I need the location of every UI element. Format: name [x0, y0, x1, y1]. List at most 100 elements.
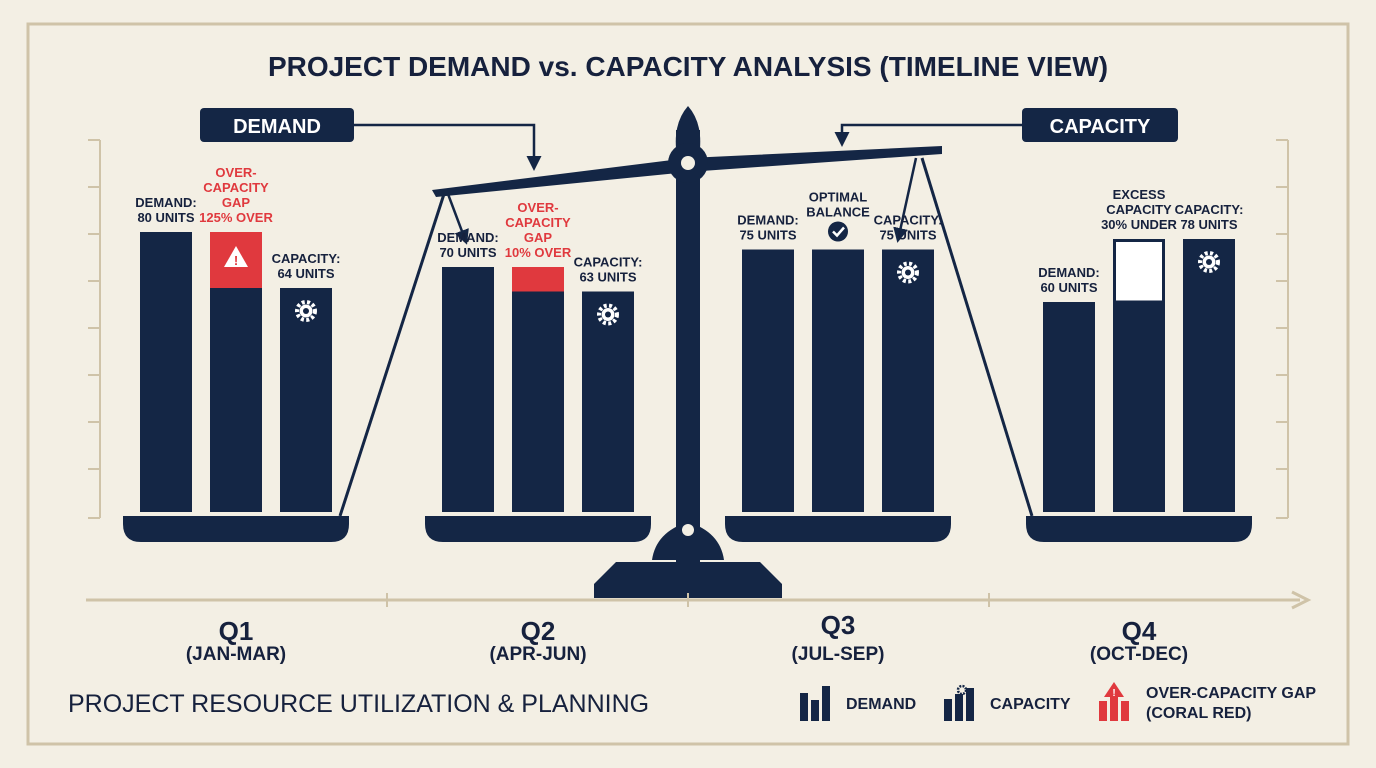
quarter-q2: DEMAND:70 UNITS CAPACITY:63 UNITS OVER-CAP…: [425, 200, 651, 665]
capacity-label: CAPACITY:: [272, 251, 341, 266]
svg-text:!: !: [1112, 688, 1115, 699]
quarter-range: (JAN-MAR): [186, 644, 286, 665]
scale-base-upper: [652, 522, 724, 560]
gap-label: 125% OVER: [199, 210, 273, 225]
over-capacity-gap-bar: [512, 267, 564, 292]
tag-demand: [200, 108, 354, 142]
scale-pan: [425, 516, 651, 542]
tag-capacity-arrow: [834, 123, 1022, 147]
warning-icon-glyph: !: [234, 253, 238, 268]
gap-label: GAP: [222, 195, 251, 210]
demand-label: 60 UNITS: [1040, 280, 1097, 295]
capacity-label: 75 UNITS: [879, 228, 936, 243]
gap-label: BALANCE: [806, 205, 870, 220]
pan-arrow-left: [446, 193, 469, 245]
demand-label: 80 UNITS: [137, 210, 194, 225]
capacity-bar: [280, 288, 332, 512]
legend: DEMAND CAPACITY ! OVER-CAPACITY GAP (COR…: [800, 682, 1316, 722]
tag-capacity: [1022, 108, 1178, 142]
scale-string-left: [338, 193, 446, 517]
scale-pan: [1026, 516, 1252, 542]
scale-finial: [675, 106, 701, 148]
demand-bar: [140, 232, 192, 512]
capacity-bar: [582, 291, 634, 512]
check-icon: [828, 221, 848, 242]
quarter-label: Q1: [219, 616, 254, 646]
quarter-q1: DEMAND:80 UNITS CAPACITY:64 UNITS OVER-CAP…: [123, 165, 349, 665]
chart-title: PROJECT DEMAND vs. CAPACITY ANALYSIS (TI…: [268, 51, 1108, 82]
pan-arrow-right: [893, 157, 918, 243]
capacity-label: CAPACITY:: [1175, 202, 1244, 217]
quarter-label: Q2: [521, 616, 556, 646]
demand-label: DEMAND:: [1038, 265, 1099, 280]
scale-pillar: [676, 130, 700, 570]
gap-label: OVER-: [215, 165, 256, 180]
capacity-bar: [882, 249, 934, 512]
balance-bar: [812, 249, 864, 512]
tag-demand-arrow: [354, 123, 542, 171]
demand-bar: [742, 249, 794, 512]
legend-gap-label-line2: (CORAL RED): [1146, 705, 1251, 722]
gap-label: EXCESS: [1113, 187, 1166, 202]
quarter-range: (APR-JUN): [489, 644, 586, 665]
timeline: [86, 590, 1312, 610]
gear-icon: [295, 300, 317, 322]
scale-string-right: [920, 157, 1034, 517]
gear-icon: [897, 261, 919, 284]
timeline-arrow-head: [1291, 590, 1312, 610]
capacity-label: 63 UNITS: [579, 270, 636, 285]
gap-label: CAPACITY: [505, 215, 571, 230]
left-scale-ticks: [88, 139, 101, 519]
legend-gap-label-line1: OVER-CAPACITY GAP: [1146, 685, 1316, 702]
gear-icon: [597, 303, 619, 326]
gap-label: GAP: [524, 230, 553, 245]
legend-capacity-label: CAPACITY: [990, 696, 1071, 713]
check-mark: [832, 226, 845, 238]
capacity-label: 78 UNITS: [1180, 217, 1237, 232]
demand-label: DEMAND:: [737, 213, 798, 228]
legend-demand-label: DEMAND: [846, 696, 916, 713]
quarter-label: Q3: [821, 610, 856, 640]
tag-demand-label: DEMAND: [233, 116, 321, 138]
gap-label: CAPACITY: [1106, 202, 1172, 217]
capacity-label: CAPACITY:: [574, 255, 643, 270]
scale-base: [594, 562, 782, 598]
capacity-label: CAPACITY:: [874, 213, 943, 228]
gear-icon: [1198, 251, 1220, 273]
gap-label: 10% OVER: [505, 245, 572, 260]
quarter-range: (JUL-SEP): [792, 644, 885, 665]
quarter-range: (OCT-DEC): [1090, 644, 1188, 665]
gap-label: OPTIMAL: [809, 190, 868, 205]
legend-capacity-icon: [944, 684, 974, 721]
tag-capacity-group: CAPACITY: [834, 108, 1178, 243]
scale-pan: [725, 516, 951, 542]
tag-demand-group: DEMAND: [200, 108, 542, 245]
warning-icon: [224, 246, 248, 267]
gap-bar-base: [512, 291, 564, 512]
footer-subtitle: PROJECT RESOURCE UTILIZATION & PLANNING: [68, 690, 649, 718]
outer-frame: [26, 22, 1350, 746]
scale-pan: [123, 516, 349, 542]
gap-label: 30% UNDER: [1101, 217, 1177, 232]
legend-demand-icon: [800, 686, 830, 721]
demand-bar: [442, 267, 494, 512]
demand-label: DEMAND:: [437, 230, 498, 245]
quarter-q4: DEMAND:60 UNITS CAPACITY:78 UNITS EXCESSCA…: [1026, 187, 1252, 665]
capacity-bar: [1183, 239, 1235, 512]
gap-label: OVER-: [517, 200, 558, 215]
right-scale-ticks: [1276, 139, 1289, 519]
excess-capacity-bar: [1113, 239, 1165, 304]
demand-label: DEMAND:: [135, 195, 196, 210]
gap-label: CAPACITY: [203, 180, 269, 195]
balance-scale: [338, 106, 1034, 598]
legend-gap-icon: !: [1099, 682, 1129, 721]
demand-bar: [1043, 302, 1095, 512]
capacity-label: 64 UNITS: [277, 266, 334, 281]
gap-bar-base: [210, 288, 262, 512]
demand-label: 70 UNITS: [439, 245, 496, 260]
tag-capacity-label: CAPACITY: [1050, 116, 1151, 138]
demand-label: 75 UNITS: [739, 228, 796, 243]
